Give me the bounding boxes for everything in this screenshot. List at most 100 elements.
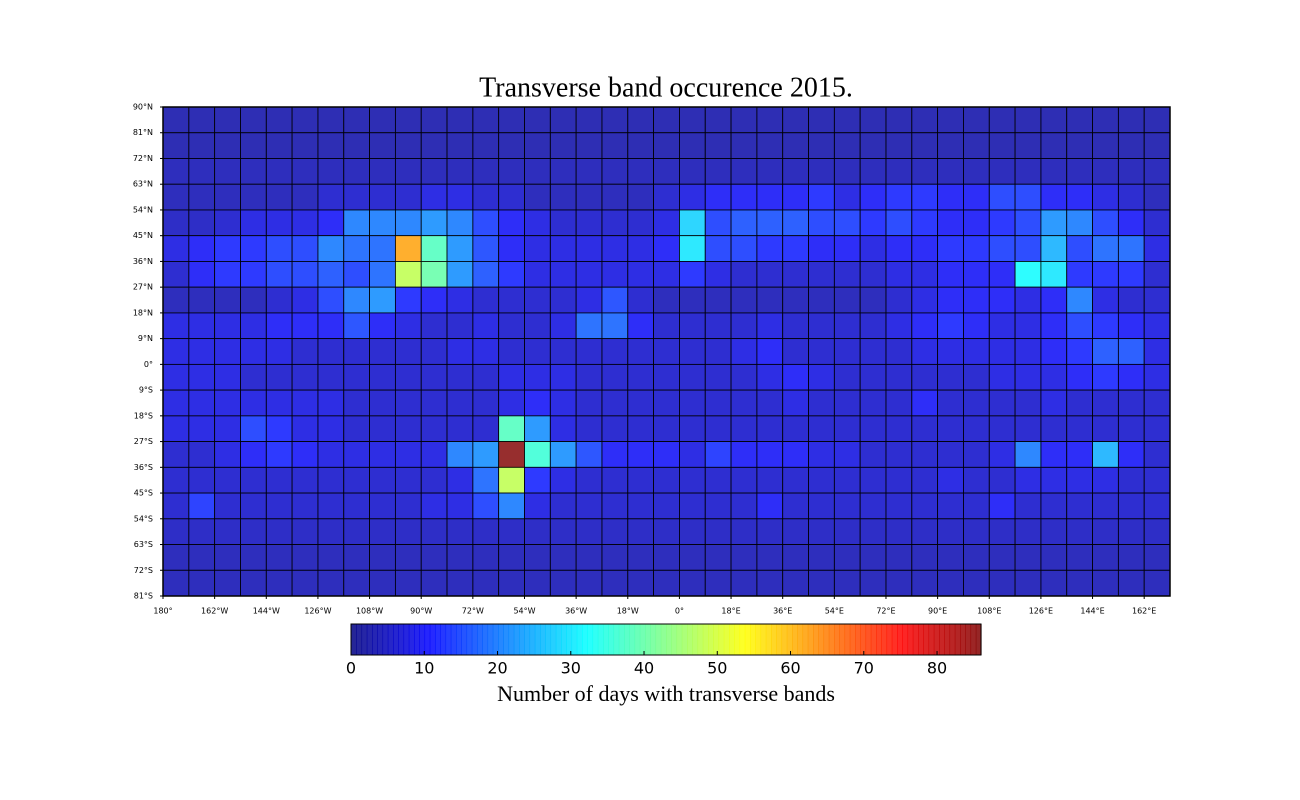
colorbar-segment	[718, 624, 725, 655]
heat-cell	[446, 183, 474, 211]
colorbar-segment	[482, 624, 489, 655]
heat-cell	[601, 338, 629, 365]
colorbar-segment	[618, 624, 625, 655]
heat-cell	[214, 492, 241, 520]
heat-cell	[963, 363, 990, 391]
heat-cell	[963, 261, 990, 288]
heat-cell	[162, 415, 190, 442]
heat-cell	[730, 363, 758, 391]
heat-cell	[988, 106, 1016, 134]
heat-cell	[343, 261, 370, 288]
heat-cell	[601, 158, 629, 185]
heat-cell	[446, 518, 474, 545]
heat-cell	[1117, 389, 1145, 417]
heat-cell	[291, 261, 319, 288]
heat-cell	[265, 261, 293, 288]
heat-cell	[240, 518, 267, 545]
heat-cell	[214, 106, 241, 134]
heat-cell	[524, 261, 551, 288]
heat-cell	[911, 415, 939, 442]
heat-cell	[885, 466, 913, 494]
heat-cell	[808, 183, 835, 211]
heat-cell	[317, 209, 345, 237]
heat-cell	[472, 209, 500, 237]
heat-cell	[988, 569, 1016, 597]
heat-cell	[394, 261, 422, 288]
heat-cell	[188, 415, 216, 442]
heat-cell	[394, 492, 422, 520]
heat-cell	[394, 106, 422, 134]
heat-cell	[343, 466, 370, 494]
heat-cell	[162, 235, 190, 262]
colorbar-segment	[655, 624, 662, 655]
heat-cell	[317, 106, 345, 134]
heat-cell	[549, 106, 577, 134]
heat-cell	[833, 441, 861, 468]
colorbar-segment	[839, 624, 846, 655]
colorbar-tick-label: 0	[346, 659, 356, 678]
heat-cell	[704, 441, 732, 468]
colorbar-segment	[918, 624, 924, 655]
heat-cell	[343, 492, 370, 520]
colorbar-segment	[818, 624, 825, 655]
heat-cell	[394, 363, 422, 391]
colorbar-segment	[592, 624, 599, 655]
colorbar-segment	[356, 624, 363, 655]
heat-cell	[317, 415, 345, 442]
heat-cell	[498, 518, 525, 545]
heat-cell	[420, 338, 448, 365]
colorbar-segment	[393, 624, 399, 655]
colorbar-segment	[666, 624, 672, 655]
heat-cell	[575, 338, 603, 365]
heat-cell	[472, 286, 500, 314]
heat-cell	[1092, 363, 1119, 391]
heat-cell	[188, 106, 216, 134]
colorbar-tick-label: 50	[707, 659, 727, 678]
heat-cell	[472, 235, 500, 262]
heat-cell	[575, 544, 603, 571]
heat-cell	[394, 466, 422, 494]
heat-cell	[291, 569, 319, 597]
heat-cell	[808, 569, 835, 597]
heat-cell	[188, 209, 216, 237]
heat-cell	[1143, 286, 1171, 314]
heat-cell	[472, 518, 500, 545]
heat-cell	[653, 261, 680, 288]
heat-cell	[627, 106, 654, 134]
heat-cell	[782, 415, 809, 442]
heat-cell	[988, 389, 1016, 417]
heat-cell	[420, 415, 448, 442]
heat-cell	[188, 569, 216, 597]
heat-cell	[1117, 544, 1145, 571]
heat-cell	[420, 441, 448, 468]
heat-cell	[498, 235, 525, 262]
heat-cell	[524, 544, 551, 571]
heat-cell	[756, 312, 784, 340]
heat-cell	[782, 389, 809, 417]
heat-cell	[756, 261, 784, 288]
heat-cell	[188, 338, 216, 365]
colorbar-segment	[650, 624, 657, 655]
heat-cell	[988, 158, 1016, 185]
heat-cell	[446, 466, 474, 494]
heat-cell	[937, 415, 964, 442]
colorbar-segment	[912, 624, 919, 655]
heat-cell	[937, 209, 964, 237]
heat-cell	[859, 544, 887, 571]
heat-cell	[833, 415, 861, 442]
heat-cell	[240, 235, 267, 262]
x-tick-label: 108°W	[356, 607, 383, 616]
heat-cell	[343, 106, 370, 134]
heat-cell	[214, 286, 241, 314]
colorbar-segment	[739, 624, 746, 655]
heat-cell	[446, 158, 474, 185]
colorbar-segment	[624, 624, 630, 655]
heat-cell	[1066, 132, 1093, 159]
heat-cell	[1014, 363, 1042, 391]
heat-cell	[1117, 106, 1145, 134]
colorbar-segment	[639, 624, 646, 655]
heat-cell	[833, 286, 861, 314]
heat-cell	[730, 415, 758, 442]
heat-cell	[679, 132, 706, 159]
heat-cell	[601, 235, 629, 262]
